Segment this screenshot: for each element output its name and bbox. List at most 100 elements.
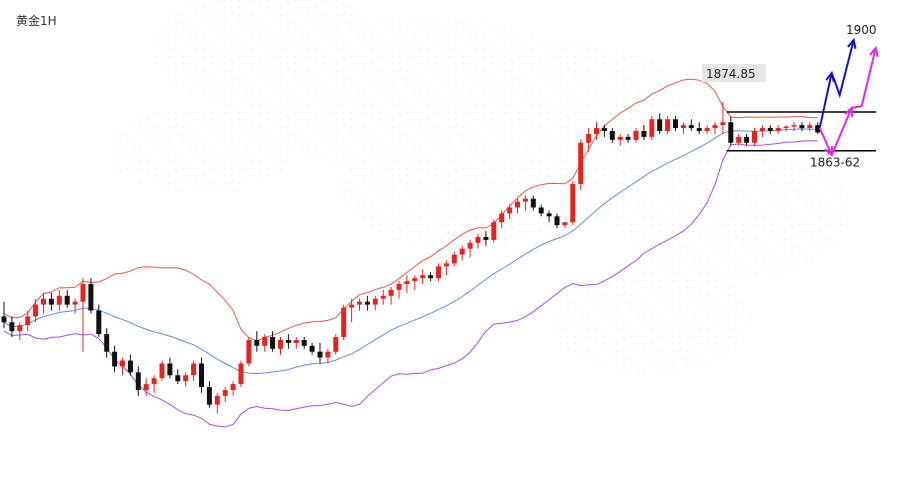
blue-arrow-1 — [818, 72, 833, 129]
candle-body — [696, 128, 702, 131]
high-price-tag-bg — [702, 64, 766, 82]
candle-body — [507, 207, 513, 214]
candle-body — [420, 275, 426, 279]
candle-body — [151, 378, 157, 385]
candle-body — [317, 351, 323, 358]
candle-body — [191, 363, 197, 376]
candle-body — [72, 301, 78, 305]
bollinger-bands — [3, 78, 818, 428]
candle-body — [775, 128, 781, 131]
blue-arrow-2 — [830, 39, 855, 99]
candle-body — [230, 384, 236, 390]
map-dots — [112, 0, 849, 373]
candle-body — [546, 213, 552, 217]
candle-body — [807, 125, 813, 129]
candle-body — [594, 128, 599, 134]
candle-body — [309, 345, 315, 352]
magenta-arrow-up-2-head — [869, 45, 879, 58]
candle-body — [80, 284, 86, 302]
candle-body — [704, 128, 710, 131]
high-price-label: 1874.85 — [706, 67, 756, 81]
candle-body — [33, 304, 39, 317]
candle-body — [712, 125, 718, 129]
candle-body — [491, 222, 497, 240]
candle-body — [214, 395, 220, 405]
target-price-label: 1900 — [846, 23, 877, 37]
candle-body — [522, 198, 528, 202]
support-price-label: 1863-62 — [810, 156, 860, 170]
candle-body — [759, 128, 765, 131]
candle-body — [104, 334, 110, 352]
candle-body — [736, 136, 742, 143]
candle-body — [641, 131, 647, 137]
candle-body — [744, 136, 750, 143]
candle-body — [688, 125, 694, 129]
candle-body — [570, 183, 576, 223]
candle-body — [41, 298, 46, 305]
candle-body — [167, 363, 173, 376]
magenta-arrow-up-2 — [851, 47, 877, 109]
candle-body — [56, 295, 62, 305]
candle-body — [48, 298, 54, 305]
candle-body — [680, 125, 686, 129]
candle-body — [451, 254, 457, 264]
candle-body — [752, 131, 757, 143]
candle-body — [25, 316, 31, 326]
candle-body — [17, 325, 23, 332]
candle-body — [499, 213, 505, 223]
forecast-arrows — [818, 37, 879, 158]
candle-body — [159, 363, 165, 379]
candle-body — [412, 278, 418, 282]
candle-body — [285, 339, 291, 343]
candle-body — [388, 289, 394, 296]
candle-body — [1, 316, 7, 323]
candle-body — [341, 307, 347, 337]
candle-body — [301, 339, 307, 346]
candle-body — [404, 281, 410, 285]
candle-body — [767, 128, 773, 131]
candle-body — [633, 131, 639, 140]
candle-body — [278, 339, 283, 349]
candle-body — [538, 207, 544, 214]
magenta-arrow-up-1 — [830, 107, 853, 156]
candle-body — [183, 375, 189, 382]
candle-body — [515, 201, 520, 208]
magenta-arrow-down — [818, 127, 833, 156]
candle-body — [88, 284, 94, 311]
candle-body — [238, 363, 244, 385]
candle-body — [562, 222, 568, 226]
candle-body — [143, 384, 149, 390]
candle-body — [530, 198, 536, 208]
candle-body — [246, 339, 252, 364]
candle-body — [459, 248, 465, 255]
candle-body — [112, 351, 118, 367]
candle-body — [601, 128, 607, 131]
candle-body — [475, 236, 481, 243]
candle-body — [657, 119, 663, 131]
candle-body — [254, 339, 260, 346]
candle-body — [791, 125, 797, 127]
candle-body — [96, 310, 102, 335]
candle-body — [206, 387, 212, 405]
upper-band-line — [3, 78, 818, 342]
candle-body — [483, 236, 489, 240]
candle-body — [270, 337, 276, 349]
candlesticks — [1, 102, 821, 414]
candle-body — [783, 126, 789, 129]
candle-body — [428, 275, 434, 279]
middle-band-line — [3, 128, 818, 375]
candle-body — [578, 142, 584, 184]
candle-body — [222, 389, 228, 396]
candle-body — [357, 301, 362, 305]
candle-body — [396, 284, 402, 290]
candle-body — [380, 295, 386, 299]
candle-body — [665, 119, 671, 131]
candle-body — [120, 360, 125, 367]
candle-body — [720, 122, 726, 126]
candle-body — [467, 242, 473, 249]
candle-body — [325, 351, 331, 358]
candle-body — [293, 339, 299, 343]
blue-arrow-2-head — [847, 37, 857, 50]
candle-body — [436, 266, 441, 279]
